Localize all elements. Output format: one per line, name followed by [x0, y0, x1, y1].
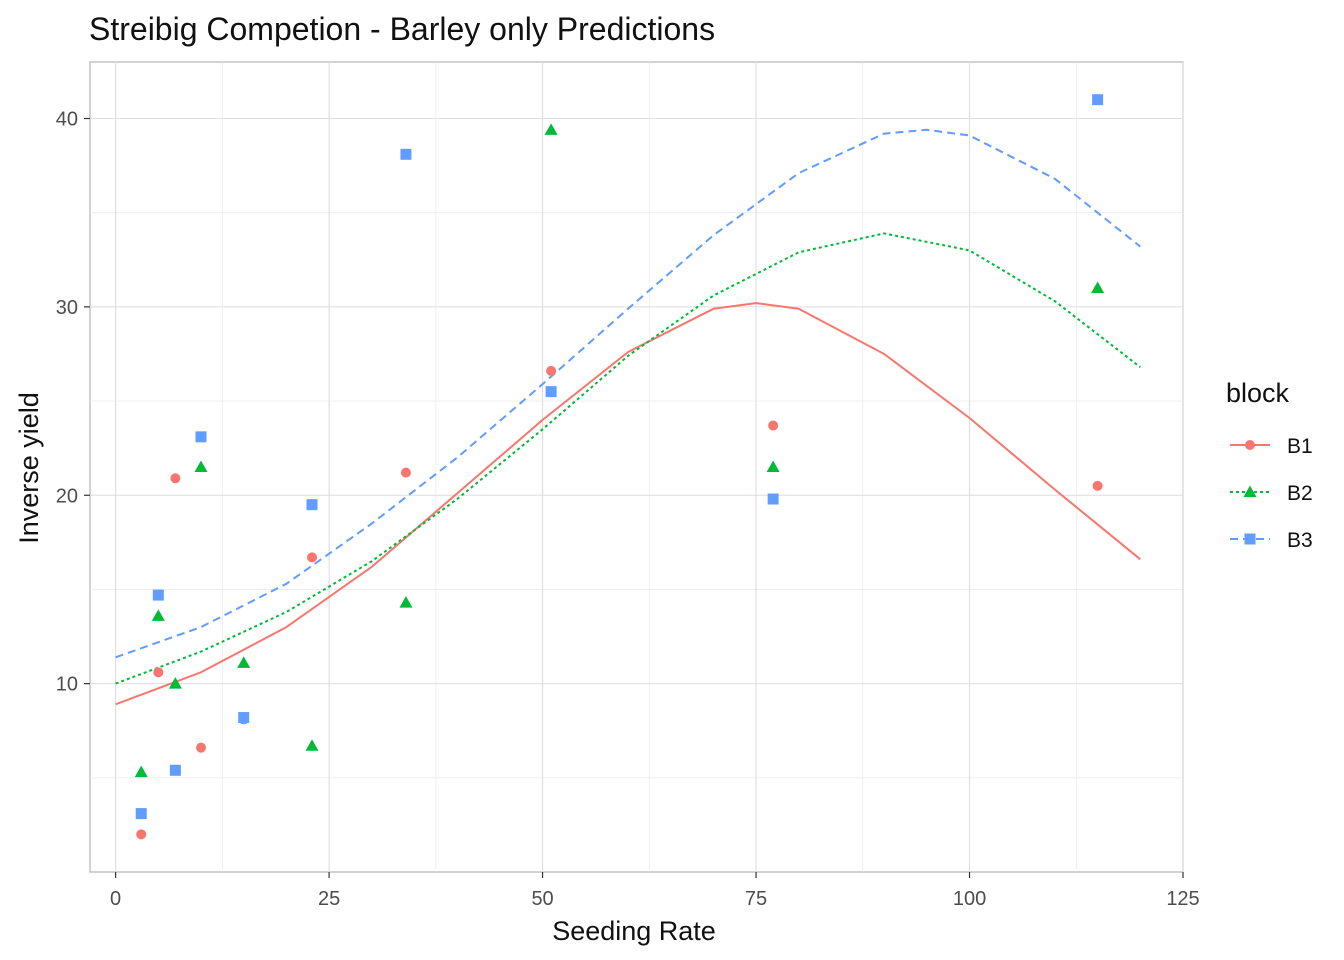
data-point-b1: [196, 742, 207, 753]
x-tick-label: 50: [531, 888, 553, 910]
legend-marker-b1: [1245, 440, 1255, 450]
chart-title: Streibig Competion - Barley only Predict…: [89, 11, 715, 47]
data-points: [134, 94, 1105, 840]
data-point-b2: [399, 596, 413, 608]
legend-marker-b2: [1243, 485, 1257, 497]
y-tick-label: 40: [56, 109, 78, 131]
data-point-b2: [168, 677, 182, 689]
y-tick-label: 10: [56, 674, 78, 696]
legend: B1 B2 B3: [1230, 435, 1313, 552]
legend-title: block: [1226, 378, 1290, 408]
plot-panel: [89, 61, 1184, 873]
y-axis-title: Inverse yield: [14, 392, 44, 544]
data-point-b2: [1091, 281, 1105, 294]
data-point-b1: [136, 829, 147, 840]
data-point-b1: [153, 667, 164, 678]
data-point-b2: [237, 656, 251, 668]
data-point-b1: [1092, 480, 1103, 491]
data-point-b1: [400, 467, 411, 478]
fit-line-b3: [115, 128, 1141, 659]
x-tick-label: 75: [745, 888, 767, 910]
data-point-b2: [305, 739, 319, 751]
data-point-b3: [238, 712, 250, 724]
data-point-b3: [152, 589, 164, 601]
fit-line-b2: [115, 232, 1141, 685]
data-point-b1: [546, 365, 557, 376]
data-point-b3: [306, 499, 318, 511]
x-tick-label: 25: [318, 888, 340, 910]
data-point-b2: [766, 460, 780, 472]
data-point-b2: [134, 765, 148, 778]
legend-label-b2: B2: [1287, 482, 1313, 505]
data-point-b2: [151, 609, 165, 621]
fitted-lines: [115, 128, 1141, 706]
x-tick-label: 125: [1166, 888, 1199, 910]
data-point-b2: [544, 123, 558, 135]
data-point-b2: [194, 460, 208, 472]
legend-label-b3: B3: [1287, 529, 1313, 552]
data-point-b1: [768, 420, 779, 431]
data-point-b3: [767, 493, 779, 505]
legend-marker-b3: [1244, 533, 1256, 545]
data-point-b3: [400, 148, 412, 160]
axes: 0 25 50 75 100 125 10 20 30 40: [56, 109, 1200, 910]
data-point-b1: [170, 473, 181, 484]
grid: [90, 62, 1184, 872]
x-axis-title: Seeding Rate: [552, 916, 716, 946]
y-tick-label: 30: [56, 297, 78, 319]
data-point-b3: [169, 764, 181, 776]
legend-label-b1: B1: [1287, 435, 1313, 458]
data-point-b3: [545, 386, 557, 398]
x-tick-label: 0: [110, 888, 121, 910]
data-point-b3: [1092, 94, 1104, 106]
y-tick-label: 20: [56, 485, 78, 507]
data-point-b1: [307, 552, 318, 563]
x-tick-label: 100: [953, 888, 986, 910]
data-point-b3: [195, 431, 207, 443]
fit-line-b1: [115, 302, 1141, 706]
data-point-b3: [135, 808, 147, 820]
